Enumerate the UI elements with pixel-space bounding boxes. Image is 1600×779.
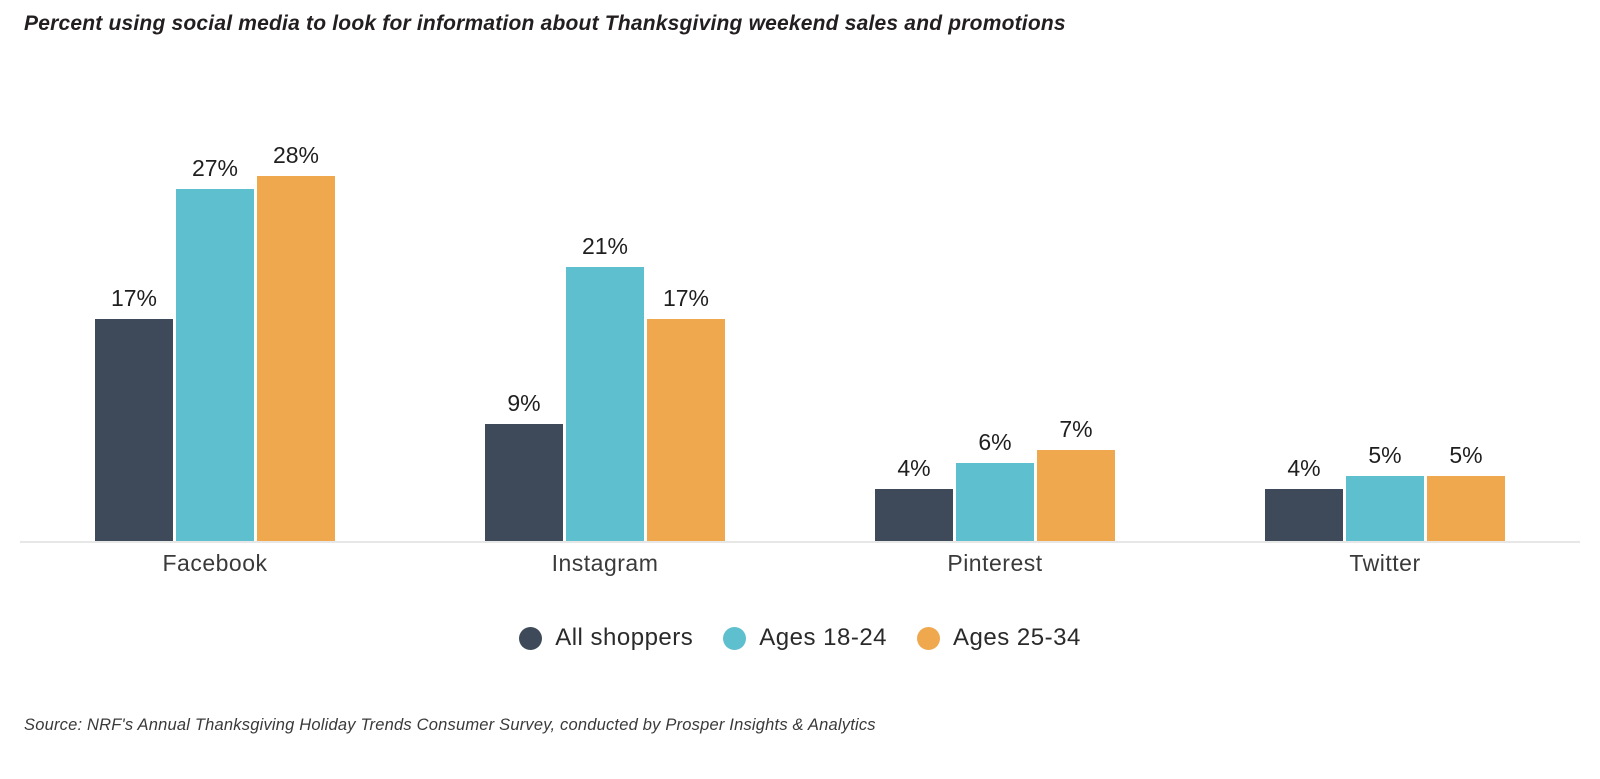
bar-twitter-ages-25-34: 5%	[1427, 100, 1505, 541]
bar-value-label: 17%	[662, 285, 710, 311]
chart-title: Percent using social media to look for i…	[24, 12, 1066, 35]
bar-twitter-all-shoppers: 4%	[1265, 100, 1343, 541]
bar-facebook-ages-25-34: 28%	[257, 100, 335, 541]
category-axis: Facebook Instagram Pinterest Twitter	[20, 550, 1580, 577]
legend-dot-icon	[519, 626, 543, 650]
bar-pinterest-ages-18-24: 6%	[956, 100, 1034, 541]
bar-rect	[485, 424, 563, 541]
category-label-instagram: Instagram	[551, 550, 659, 576]
category-label-facebook: Facebook	[162, 550, 268, 576]
bar-value-label: 4%	[897, 455, 931, 481]
legend-dot-icon	[917, 626, 941, 650]
bar-value-label: 4%	[1287, 455, 1321, 481]
bar-rect	[956, 463, 1034, 541]
legend-item-ages-25-34: Ages 25-34	[917, 624, 1081, 652]
bar-value-label: 9%	[507, 390, 541, 416]
bar-group-instagram: 9% 21% 17%	[410, 100, 800, 541]
bar-rect	[1037, 450, 1115, 541]
bar-instagram-ages-18-24: 21%	[566, 100, 644, 541]
bar-group-twitter: 4% 5% 5%	[1190, 100, 1580, 541]
legend-item-ages-18-24: Ages 18-24	[723, 624, 887, 652]
bar-value-label: 17%	[110, 285, 158, 311]
legend: All shoppers Ages 18-24 Ages 25-34	[0, 624, 1600, 652]
bar-rect	[257, 176, 335, 541]
bar-group-facebook: 17% 27% 28%	[20, 100, 410, 541]
legend-label: Ages 18-24	[759, 624, 888, 651]
legend-dot-icon	[723, 626, 747, 650]
bar-instagram-all-shoppers: 9%	[485, 100, 563, 541]
bar-value-label: 6%	[978, 429, 1012, 455]
bar-twitter-ages-18-24: 5%	[1346, 100, 1424, 541]
legend-label: Ages 25-34	[953, 624, 1081, 651]
bar-rect	[176, 189, 254, 541]
bar-value-label: 28%	[272, 142, 320, 168]
source-note: Source: NRF's Annual Thanksgiving Holida…	[24, 716, 876, 734]
bar-value-label: 27%	[191, 155, 239, 181]
bar-pinterest-all-shoppers: 4%	[875, 100, 953, 541]
legend-label: All shoppers	[555, 624, 694, 651]
bar-value-label: 7%	[1059, 416, 1093, 442]
bar-value-label: 5%	[1449, 442, 1483, 468]
bar-rect	[95, 319, 173, 541]
bar-rect	[566, 267, 644, 541]
bar-rect	[647, 319, 725, 541]
plot-area: 17% 27% 28% 9% 21% 17% 4% 6% 7% 4% 5% 5%	[20, 100, 1580, 543]
bar-value-label: 21%	[581, 233, 629, 259]
bar-facebook-ages-18-24: 27%	[176, 100, 254, 541]
bar-rect	[1427, 476, 1505, 541]
bar-facebook-all-shoppers: 17%	[95, 100, 173, 541]
bar-pinterest-ages-25-34: 7%	[1037, 100, 1115, 541]
bar-rect	[1265, 489, 1343, 541]
bar-rect	[1346, 476, 1424, 541]
bar-instagram-ages-25-34: 17%	[647, 100, 725, 541]
bar-group-pinterest: 4% 6% 7%	[800, 100, 1190, 541]
legend-item-all-shoppers: All shoppers	[519, 624, 693, 652]
category-label-twitter: Twitter	[1349, 550, 1421, 576]
bar-value-label: 5%	[1368, 442, 1402, 468]
category-label-pinterest: Pinterest	[947, 550, 1043, 576]
bar-rect	[875, 489, 953, 541]
